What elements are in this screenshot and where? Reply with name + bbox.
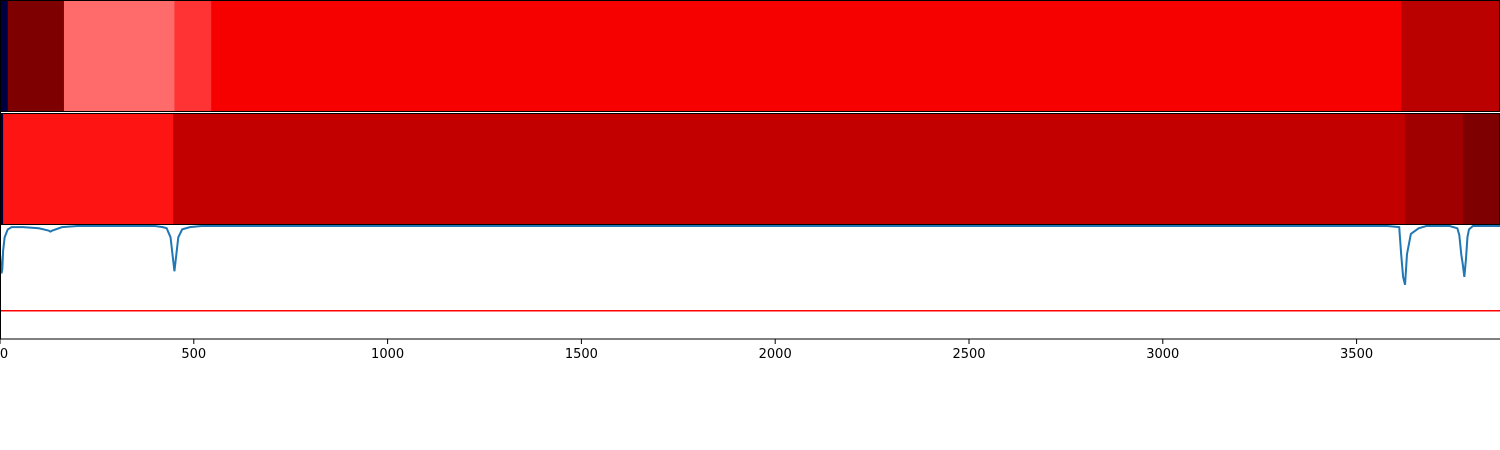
- x-tick-label: 1500: [565, 347, 598, 362]
- x-tick-label: 3000: [1146, 347, 1179, 362]
- heatmap-cell-r2-s1: [0, 113, 4, 225]
- heatmap-row-1: [0, 0, 1500, 112]
- x-axis-ticks: 0 500 1000 1500 2000 2500 3000 3500: [0, 339, 1373, 362]
- heatmap-cell-r2-s2: [3, 113, 174, 225]
- heatmap-cell-r1-s3: [63, 0, 176, 112]
- heatmap-cell-r1-s1: [0, 0, 9, 112]
- signal-series-line: [0, 225, 1500, 285]
- axes-frame: [0, 0, 1500, 340]
- heatmap-cell-r2-s4: [1405, 113, 1464, 225]
- heatmap-cell-r2-s5: [1463, 113, 1500, 225]
- heatmap-rows: [0, 0, 1500, 225]
- heatmap-row-2: [0, 113, 1500, 225]
- heatmap-cell-r1-s2: [7, 0, 65, 112]
- x-tick-label: 3500: [1340, 347, 1373, 362]
- signal-plot: [0, 225, 1500, 312]
- x-tick-label: 500: [181, 347, 206, 362]
- x-tick-label: 0: [0, 347, 8, 362]
- x-tick-label: 1000: [371, 347, 404, 362]
- heatmap-cell-r2-s3: [173, 113, 1406, 225]
- heatmap-cell-r1-s6: [1401, 0, 1500, 112]
- heatmap-cell-r1-s4: [174, 0, 212, 112]
- x-tick-label: 2000: [759, 347, 792, 362]
- x-tick-label: 2500: [952, 347, 985, 362]
- heatmap-cell-r1-s5: [211, 0, 1402, 112]
